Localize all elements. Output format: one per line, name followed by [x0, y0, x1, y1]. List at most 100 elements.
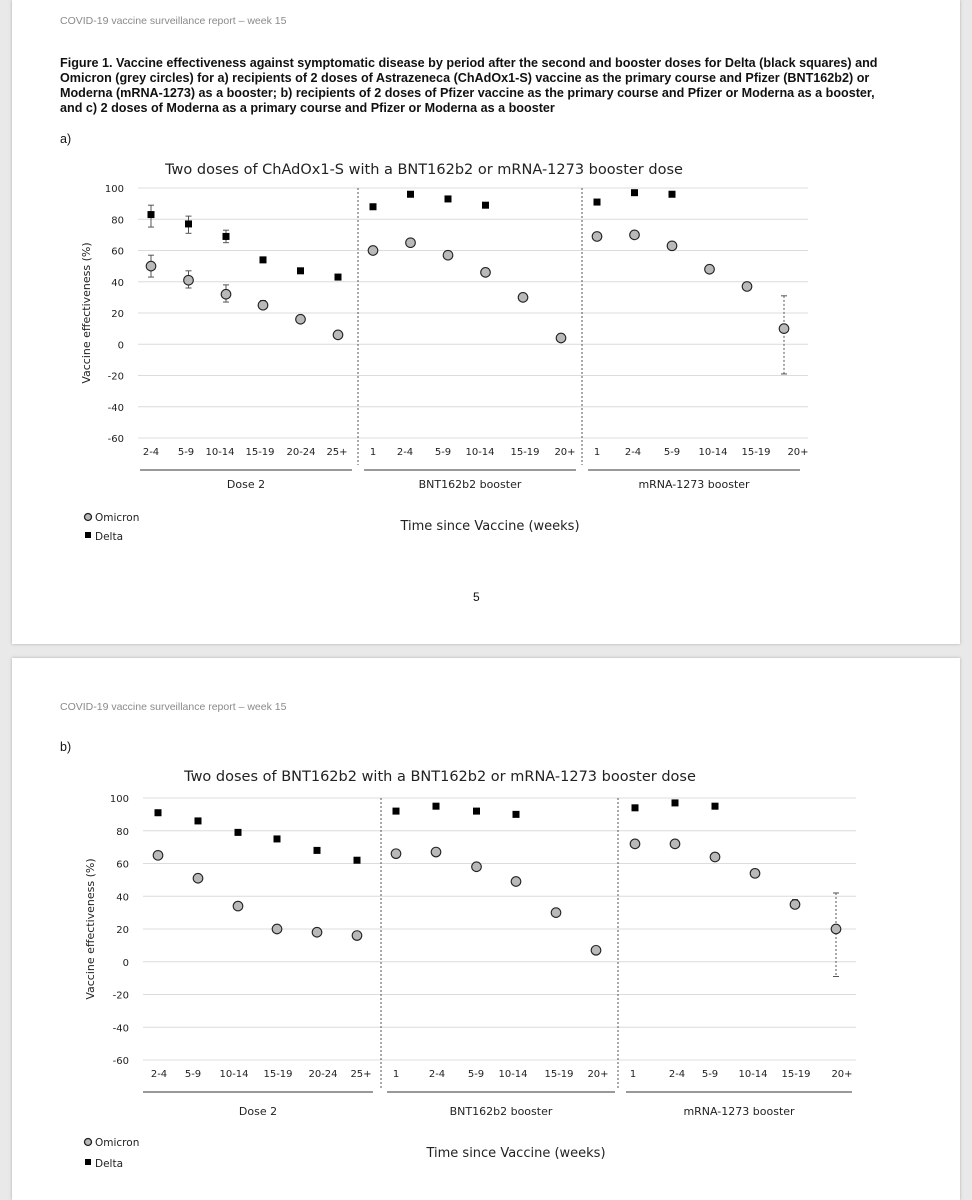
y-tick-label: 0 [118, 340, 124, 351]
panel-label-a: a) [60, 132, 72, 146]
x-tick-label: 15-19 [245, 447, 274, 458]
x-tick-label: 25+ [350, 1069, 371, 1080]
x-tick-label: 15-19 [781, 1069, 810, 1080]
omicron-point [629, 229, 640, 241]
report-page-2: COVID-19 vaccine surveillance report – w… [12, 658, 960, 1200]
x-tick-label: 20+ [587, 1069, 608, 1080]
x-axis-label: Time since Vaccine (weeks) [425, 1146, 605, 1161]
omicron-point [704, 263, 715, 275]
delta-point [432, 802, 440, 810]
omicron-point [442, 249, 454, 261]
x-tick-label: 5-9 [178, 447, 194, 458]
legend-delta-label: Delta [95, 531, 123, 543]
page-header: COVID-19 vaccine surveillance report – w… [60, 15, 287, 27]
y-axis-label: Vaccine effectiveness (%) [80, 242, 93, 383]
omicron-point [145, 260, 157, 272]
omicron-point [741, 281, 753, 292]
y-tick-label: -20 [108, 372, 124, 383]
omicron-point [183, 274, 194, 286]
omicron-point [666, 240, 678, 252]
delta-point [297, 267, 304, 275]
x-tick-label: 5-9 [664, 447, 680, 458]
y-tick-label: 100 [105, 184, 124, 195]
x-tick-label: 5-9 [435, 447, 451, 458]
x-tick-label: 20+ [554, 447, 575, 458]
y-axis-label: Vaccine effectiveness (%) [84, 858, 97, 999]
legend-omicron-marker [83, 1137, 93, 1147]
omicron-point [629, 838, 641, 850]
x-tick-label: 10-14 [498, 1069, 527, 1080]
group-label: Dose 2 [227, 478, 265, 491]
delta-point [154, 809, 162, 817]
omicron-point [405, 237, 416, 249]
omicron-point [550, 907, 562, 918]
report-page-1: COVID-19 vaccine surveillance report – w… [12, 0, 960, 644]
legend-delta-label: Delta [95, 1158, 123, 1170]
delta-point [273, 835, 281, 843]
delta-point [185, 220, 192, 228]
omicron-point [232, 900, 244, 912]
x-tick-label: 2-4 [397, 447, 413, 458]
omicron-point [789, 899, 801, 910]
group-label: Dose 2 [239, 1105, 277, 1118]
delta-point [313, 846, 321, 854]
delta-point [407, 190, 414, 198]
omicron-point [332, 329, 344, 341]
x-tick-label: 20+ [787, 447, 808, 458]
omicron-point [220, 288, 232, 300]
delta-point [392, 807, 400, 815]
chart-b: Two doses of BNT162b2 with a BNT162b2 or… [83, 769, 856, 1170]
y-tick-label: -60 [108, 434, 124, 445]
delta-point [473, 807, 480, 815]
group-label: BNT162b2 booster [450, 1105, 553, 1118]
delta-point [234, 828, 242, 836]
x-tick-label: 2-4 [669, 1069, 685, 1080]
page-number: 5 [473, 590, 480, 604]
x-tick-label: 25+ [326, 447, 347, 458]
x-tick-label: 2-4 [429, 1069, 445, 1080]
delta-point [631, 189, 638, 197]
omicron-point [295, 313, 306, 325]
x-tick-label: 15-19 [263, 1069, 292, 1080]
x-tick-label: 1 [393, 1069, 399, 1080]
delta-point [482, 201, 489, 209]
x-tick-label: 2-4 [625, 447, 641, 458]
delta-point [334, 273, 342, 281]
omicron-point [192, 872, 204, 884]
x-tick-label: 2-4 [143, 447, 159, 458]
omicron-point [555, 332, 567, 344]
x-tick-label: 15-19 [741, 447, 770, 458]
y-tick-label: 40 [111, 278, 124, 289]
delta-point [353, 856, 361, 864]
delta-point [259, 256, 267, 264]
delta-point [369, 203, 377, 211]
y-tick-label: 80 [111, 215, 124, 226]
y-tick-label: -40 [108, 403, 124, 414]
group-label: mRNA-1273 booster [638, 478, 750, 491]
x-tick-label: 5-9 [702, 1069, 718, 1080]
x-tick-label: 10-14 [219, 1069, 248, 1080]
omicron-point [590, 944, 602, 956]
x-tick-label: 15-19 [510, 447, 539, 458]
delta-point [631, 804, 639, 812]
delta-point [147, 211, 155, 219]
legend-omicron-label: Omicron [95, 1137, 139, 1149]
y-tick-label: 20 [116, 925, 129, 936]
x-tick-label: 2-4 [151, 1069, 167, 1080]
delta-point [593, 198, 601, 206]
omicron-point [390, 848, 402, 860]
y-tick-label: -40 [113, 1023, 129, 1034]
x-tick-label: 5-9 [185, 1069, 201, 1080]
legend-delta-marker [85, 532, 91, 538]
y-tick-label: -20 [113, 991, 129, 1002]
x-tick-label: 20+ [831, 1069, 852, 1080]
y-tick-label: 60 [116, 860, 129, 871]
legend-omicron-marker [83, 512, 93, 522]
delta-point [512, 810, 520, 818]
omicron-point [830, 923, 842, 935]
delta-point [711, 802, 719, 810]
x-tick-label: 15-19 [544, 1069, 573, 1080]
omicron-point [257, 299, 269, 311]
omicron-point [152, 849, 164, 861]
figure-caption: Figure 1. Vaccine effectiveness against … [60, 56, 878, 115]
